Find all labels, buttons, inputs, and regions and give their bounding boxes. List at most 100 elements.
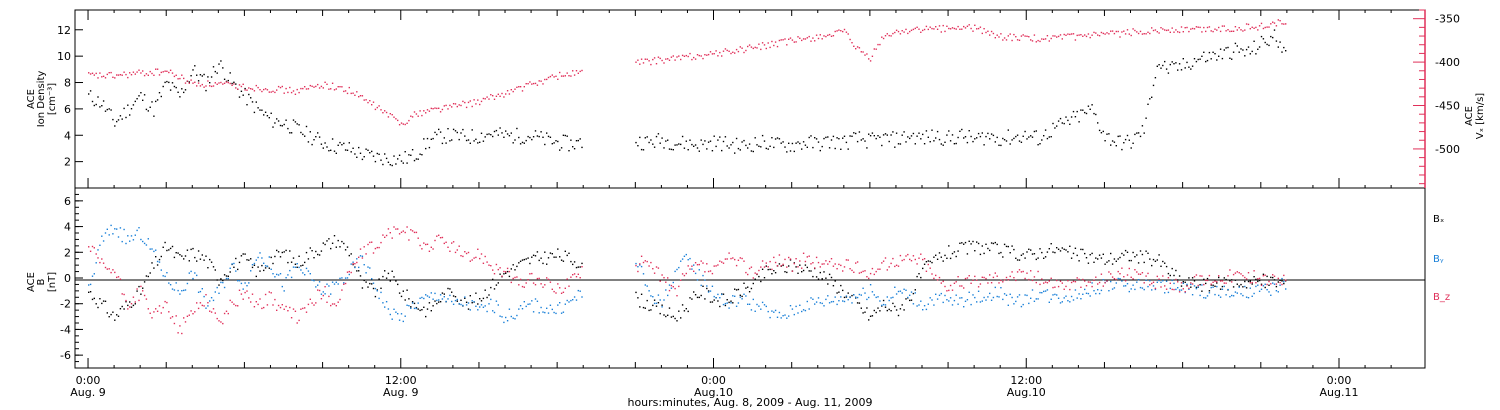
data-point (573, 74, 576, 76)
data-point (944, 141, 946, 143)
data-point (968, 240, 970, 242)
data-point (815, 276, 818, 278)
data-point (1208, 292, 1211, 294)
data-point (923, 143, 926, 145)
data-point (1152, 29, 1155, 32)
data-point (782, 141, 784, 143)
data-point (285, 87, 287, 90)
data-point (1232, 286, 1235, 288)
data-point (315, 286, 317, 288)
data-point (1132, 278, 1134, 280)
data-point (1128, 139, 1130, 141)
data-point (817, 37, 820, 40)
data-point (929, 267, 931, 269)
data-point (1046, 251, 1049, 253)
data-point (882, 134, 885, 136)
data-point (1206, 279, 1209, 282)
data-point (903, 309, 905, 311)
data-point (732, 141, 734, 144)
data-point (778, 263, 781, 265)
data-point (538, 135, 540, 138)
data-point (557, 283, 559, 285)
data-point (843, 135, 846, 137)
data-point (1175, 62, 1177, 64)
data-point (828, 147, 831, 149)
data-point (475, 138, 477, 140)
data-point (1117, 277, 1119, 280)
data-point (400, 160, 403, 162)
data-point (1033, 34, 1036, 36)
data-point (1199, 275, 1201, 277)
data-point (961, 128, 963, 131)
data-point (220, 60, 222, 62)
data-point (408, 298, 410, 300)
data-point (369, 152, 371, 154)
data-point (91, 100, 94, 103)
data-point (825, 277, 827, 279)
data-point (251, 101, 254, 103)
data-point (1160, 286, 1162, 288)
data-point (1247, 46, 1250, 48)
data-point (1218, 275, 1220, 277)
data-point (315, 250, 317, 253)
data-point (946, 257, 948, 259)
data-point (136, 71, 138, 73)
data-point (201, 288, 203, 290)
data-point (722, 50, 725, 52)
data-point (378, 278, 380, 280)
data-point (747, 45, 749, 48)
data-point (821, 145, 823, 148)
data-point (311, 143, 313, 146)
data-point (270, 292, 272, 294)
data-point (210, 261, 213, 263)
bottom-series-group (88, 224, 1287, 335)
data-point (815, 138, 818, 140)
data-point (276, 249, 278, 252)
data-point (802, 309, 805, 311)
data-point (855, 132, 857, 135)
data-point (1216, 285, 1218, 288)
data-point (93, 247, 95, 249)
data-point (1104, 140, 1106, 142)
data-point (946, 299, 948, 301)
data-point (1035, 258, 1037, 261)
data-point (1262, 27, 1265, 30)
data-point (330, 247, 332, 250)
data-point (819, 149, 821, 152)
data-point (843, 266, 846, 268)
data-point (817, 261, 820, 264)
top-left-tick-label-5: 12 (57, 24, 71, 37)
data-point (834, 296, 836, 298)
data-point (849, 296, 851, 299)
data-point (283, 123, 285, 126)
data-point (745, 271, 747, 274)
data-point (909, 258, 911, 261)
data-point (428, 302, 431, 304)
data-point (521, 259, 524, 261)
data-point (505, 130, 507, 132)
data-point (862, 287, 864, 289)
data-point (832, 285, 835, 287)
data-point (508, 135, 511, 137)
data-point (905, 255, 907, 257)
data-point (184, 289, 187, 291)
data-point (443, 242, 445, 245)
data-point (894, 286, 896, 288)
data-point (1175, 269, 1177, 272)
data-point (330, 88, 332, 90)
data-point (462, 100, 464, 103)
data-point (1136, 254, 1138, 256)
data-point (827, 263, 829, 265)
data-point (1210, 283, 1212, 285)
data-point (694, 58, 697, 60)
data-point (222, 67, 224, 69)
data-point (110, 271, 112, 274)
data-point (951, 304, 954, 306)
data-point (237, 280, 239, 282)
data-point (557, 304, 559, 306)
data-point (480, 100, 483, 103)
data-point (527, 303, 529, 305)
bottom-left-title-line-3: [nT] (47, 272, 58, 292)
data-point (964, 241, 967, 244)
data-point (523, 142, 525, 144)
